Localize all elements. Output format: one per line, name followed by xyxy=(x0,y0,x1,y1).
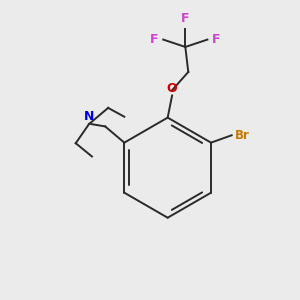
Text: O: O xyxy=(167,82,177,94)
Text: F: F xyxy=(181,12,190,25)
Text: N: N xyxy=(84,110,94,123)
Text: F: F xyxy=(212,33,220,46)
Text: F: F xyxy=(150,33,159,46)
Text: Br: Br xyxy=(235,129,249,142)
